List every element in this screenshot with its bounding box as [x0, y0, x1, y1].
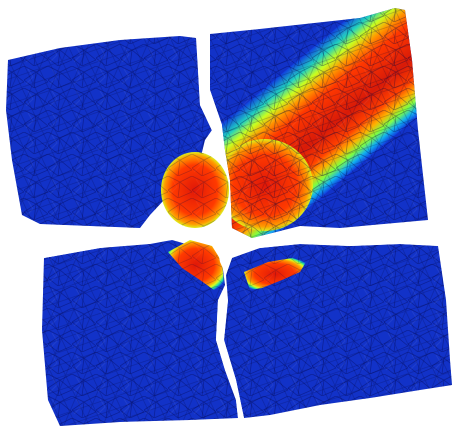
- fragment-bottom-left: [42, 240, 238, 426]
- crack-gaps: [10, 30, 440, 418]
- fragment-top-right: [210, 8, 428, 238]
- fragment-bottom-right: [224, 244, 452, 418]
- fragment-top-left: [6, 36, 229, 228]
